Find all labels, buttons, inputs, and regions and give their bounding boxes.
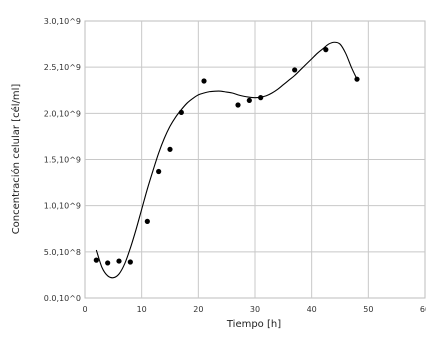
data-point	[258, 95, 264, 101]
y-tick-label: 3.0,10^9	[44, 17, 81, 26]
y-tick-label: 2.0,10^9	[44, 109, 81, 118]
data-point	[127, 259, 133, 265]
data-point	[246, 97, 252, 104]
data-point	[93, 257, 99, 263]
tick-labels: 0 10 20 30 40 50 60 0.0,10^0 5.0,10^8 1.0,10^9 1.5…	[44, 17, 426, 314]
grid-lines	[85, 21, 425, 298]
x-tick-label: 0	[82, 305, 87, 314]
data-point	[323, 47, 329, 53]
data-point	[167, 146, 173, 152]
y-axis-label: Concentración celular [cél/ml]	[10, 84, 22, 235]
data-point	[144, 218, 150, 224]
y-tick-label: 1.5,10^9	[44, 156, 81, 165]
y-tick-label: 5.0,10^8	[44, 248, 81, 257]
x-tick-label: 10	[137, 305, 147, 314]
data-point	[292, 67, 298, 73]
x-tick-label: 60	[420, 305, 426, 314]
data-point	[105, 260, 111, 266]
data-point	[116, 258, 122, 264]
x-tick-label: 20	[193, 305, 203, 314]
data-point	[156, 168, 162, 175]
x-axis-label: Tiempo [h]	[226, 319, 281, 330]
data-point	[178, 109, 184, 116]
data-point	[201, 78, 207, 84]
x-tick-label: 30	[250, 305, 260, 314]
data-point	[235, 102, 241, 108]
y-tick-label: 0.0,10^0	[44, 294, 81, 303]
x-tick-label: 40	[307, 305, 317, 314]
x-tick-label: 50	[363, 305, 373, 314]
data-points	[93, 47, 360, 266]
y-tick-label: 1.0,10^9	[44, 202, 81, 211]
trend-curve	[95, 41, 358, 279]
y-tick-label: 2.5,10^9	[44, 63, 81, 72]
data-point	[354, 76, 360, 82]
